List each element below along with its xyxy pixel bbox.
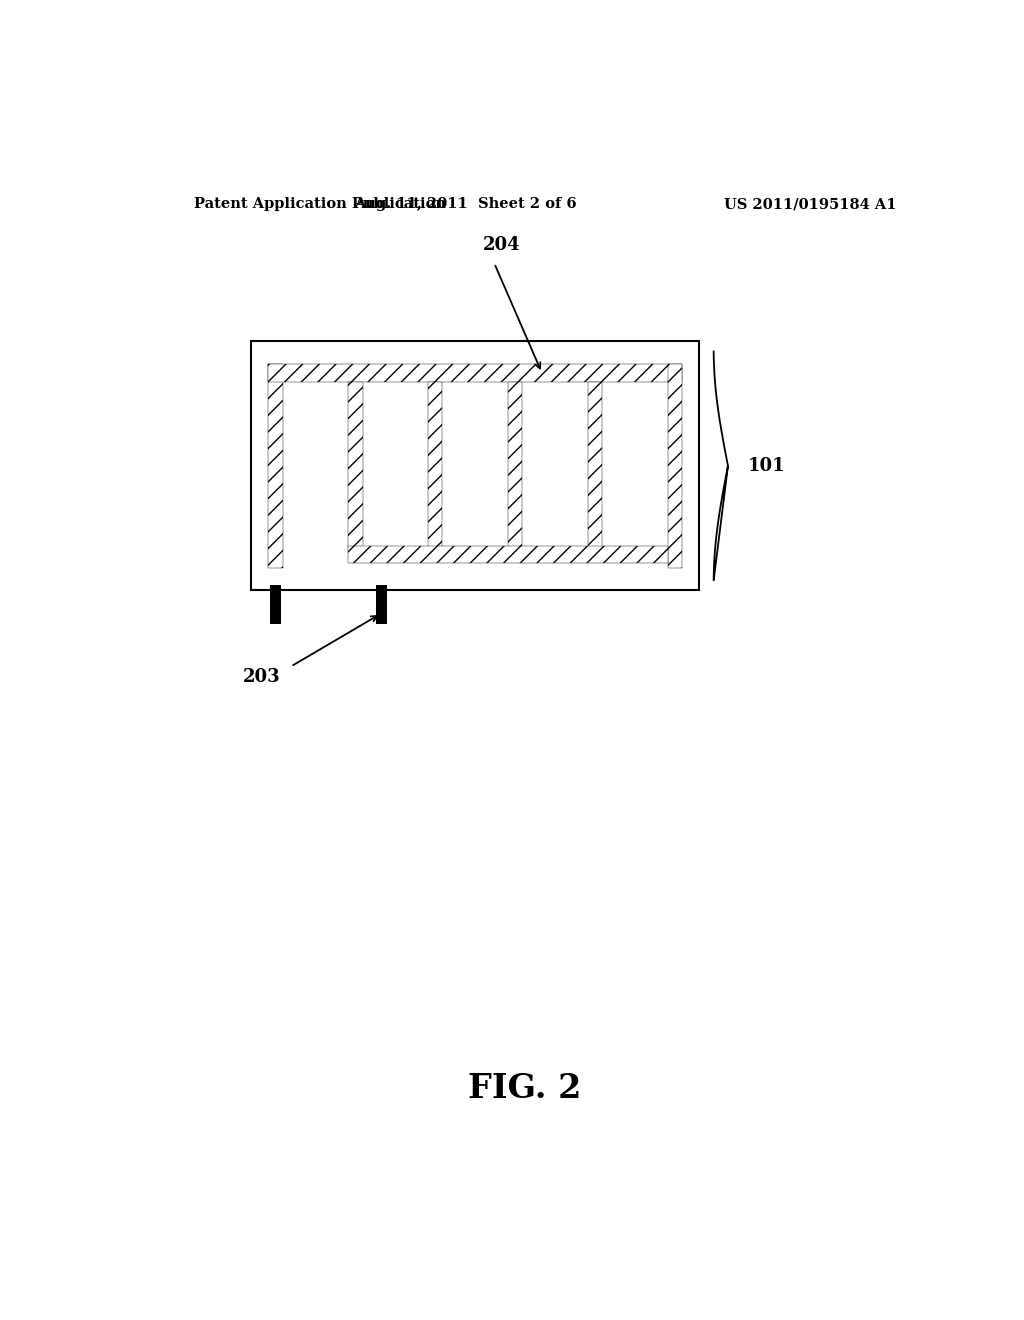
- Bar: [588, 381, 602, 548]
- Bar: [508, 381, 522, 548]
- Text: 101: 101: [748, 457, 785, 475]
- Bar: [348, 546, 668, 562]
- Text: US 2011/0195184 A1: US 2011/0195184 A1: [724, 197, 897, 211]
- Bar: [376, 585, 387, 624]
- Bar: [268, 364, 682, 381]
- Text: 204: 204: [483, 236, 521, 253]
- Text: Patent Application Publication: Patent Application Publication: [194, 197, 445, 211]
- Bar: [268, 364, 283, 568]
- Bar: [428, 381, 442, 548]
- Bar: [348, 381, 362, 548]
- Bar: [270, 585, 282, 624]
- Bar: [251, 342, 699, 590]
- Bar: [668, 364, 682, 568]
- Text: 203: 203: [243, 668, 281, 686]
- Text: Aug. 11, 2011  Sheet 2 of 6: Aug. 11, 2011 Sheet 2 of 6: [354, 197, 577, 211]
- Text: FIG. 2: FIG. 2: [468, 1072, 582, 1105]
